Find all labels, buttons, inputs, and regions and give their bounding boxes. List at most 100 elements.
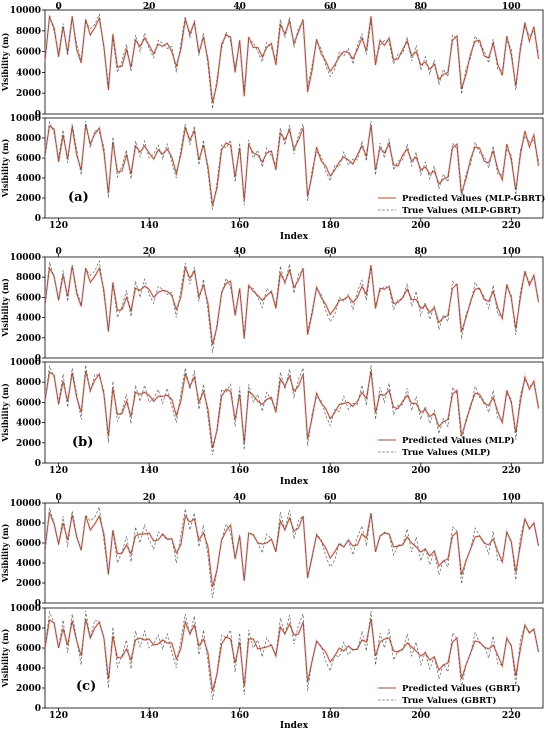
subplot-bottom: 0 2000 4000 6000 8000 10000 120 140 160 180 200 220… [0, 358, 544, 476]
x-tick-label: 0 [55, 493, 61, 503]
legend-label: True Values (MLP-GBRT) [402, 205, 521, 216]
x-tick-label: 20 [143, 493, 156, 503]
y-tick-label: 10000 [10, 253, 41, 263]
x-tick-label: 160 [230, 221, 249, 231]
x-axis-label: Index [280, 721, 309, 731]
true-line [44, 610, 539, 701]
x-tick-label: 120 [49, 221, 68, 231]
x-axis-label: Index [280, 477, 309, 487]
y-tick-label: 0 [35, 599, 41, 609]
y-tick-label: 6000 [16, 293, 41, 303]
y-tick-label: 0 [35, 354, 41, 364]
panel-label: (b) [72, 435, 93, 450]
x-tick-label: 200 [411, 711, 430, 721]
x-tick-label: 0 [55, 2, 61, 12]
y-tick-label: 8000 [16, 378, 41, 388]
x-axis-label: Index [280, 232, 309, 242]
true-line [44, 120, 539, 211]
subplot-top: 0 2000 4000 6000 8000 10000 0 20 40 60 80 100 Visibi… [0, 2, 544, 120]
predicted-line [44, 124, 539, 206]
y-axis-label: Visibility (m) [0, 139, 10, 199]
legend-label: True Values (MLP) [402, 447, 490, 458]
y-tick-label: 4000 [16, 68, 41, 78]
y-axis-label: Visibility (m) [0, 33, 10, 93]
y-tick-label: 2000 [16, 579, 41, 589]
y-tick-label: 2000 [16, 334, 41, 344]
y-tick-label: 2000 [16, 194, 41, 204]
x-tick-label: 220 [502, 711, 521, 721]
x-tick-label: 140 [140, 221, 159, 231]
plot-frame [44, 607, 544, 709]
x-tick-label: 100 [502, 247, 521, 257]
x-tick-label: 180 [321, 466, 340, 476]
y-tick-label: 0 [35, 459, 41, 469]
legend-label: Predicted Values (MLP) [402, 435, 515, 446]
y-tick-label: 4000 [16, 559, 41, 569]
y-tick-label: 0 [35, 110, 41, 120]
x-tick-label: 20 [143, 2, 156, 12]
predicted-line [44, 618, 539, 692]
y-tick-label: 6000 [16, 48, 41, 58]
subplot-top: 0 2000 4000 6000 8000 10000 0 20 40 60 80 100 Visibi… [0, 247, 544, 364]
y-tick-label: 4000 [16, 314, 41, 324]
x-tick-label: 140 [140, 466, 159, 476]
y-tick-label: 4000 [16, 419, 41, 429]
y-tick-label: 6000 [16, 398, 41, 408]
y-tick-label: 10000 [10, 358, 41, 368]
x-tick-label: 200 [411, 221, 430, 231]
x-tick-label: 140 [140, 711, 159, 721]
x-tick-label: 200 [411, 466, 430, 476]
x-tick-label: 20 [143, 247, 156, 257]
y-tick-label: 10000 [10, 499, 41, 509]
legend-label: True Values (GBRT) [402, 695, 496, 706]
y-tick-label: 10000 [10, 114, 41, 124]
x-tick-label: 100 [502, 2, 521, 12]
x-tick-label: 80 [414, 247, 427, 257]
y-axis-label: Visibility (m) [0, 383, 10, 443]
true-line [44, 364, 539, 455]
y-tick-label: 2000 [16, 684, 41, 694]
y-tick-label: 6000 [16, 539, 41, 549]
x-tick-label: 40 [233, 247, 246, 257]
x-tick-label: 60 [324, 247, 337, 257]
y-tick-label: 10000 [10, 604, 41, 614]
x-tick-label: 60 [324, 2, 337, 12]
true-line [44, 505, 539, 599]
x-tick-label: 80 [414, 2, 427, 12]
plot-frame [44, 117, 544, 219]
x-tick-label: 0 [55, 247, 61, 257]
plot-frame [44, 502, 544, 604]
legend-label: Predicted Values (GBRT) [402, 683, 520, 694]
y-axis-label: Visibility (m) [0, 629, 10, 689]
y-tick-label: 0 [35, 214, 41, 224]
x-tick-label: 100 [502, 493, 521, 503]
plot-frame [44, 361, 544, 464]
y-tick-label: 4000 [16, 174, 41, 184]
legend-label: Predicted Values (MLP-GBRT) [402, 193, 545, 204]
x-tick-label: 160 [230, 711, 249, 721]
x-tick-label: 120 [49, 466, 68, 476]
x-tick-label: 220 [502, 466, 521, 476]
x-tick-label: 180 [321, 221, 340, 231]
y-tick-label: 10000 [10, 6, 41, 16]
x-tick-label: 40 [233, 2, 246, 12]
plot-frame [44, 9, 544, 115]
y-tick-label: 8000 [16, 273, 41, 283]
x-tick-label: 80 [414, 493, 427, 503]
x-tick-label: 40 [233, 493, 246, 503]
subplot-bottom: 0 2000 4000 6000 8000 10000 120 140 160 180 200 220… [0, 114, 544, 231]
y-tick-label: 8000 [16, 519, 41, 529]
x-tick-label: 180 [321, 711, 340, 721]
true-line [44, 12, 539, 109]
y-tick-label: 8000 [16, 134, 41, 144]
x-tick-label: 160 [230, 466, 249, 476]
x-tick-label: 220 [502, 221, 521, 231]
y-tick-label: 2000 [16, 439, 41, 449]
x-tick-label: 120 [49, 711, 68, 721]
true-line [44, 259, 539, 353]
y-tick-label: 4000 [16, 664, 41, 674]
panel-label: (a) [68, 190, 89, 205]
